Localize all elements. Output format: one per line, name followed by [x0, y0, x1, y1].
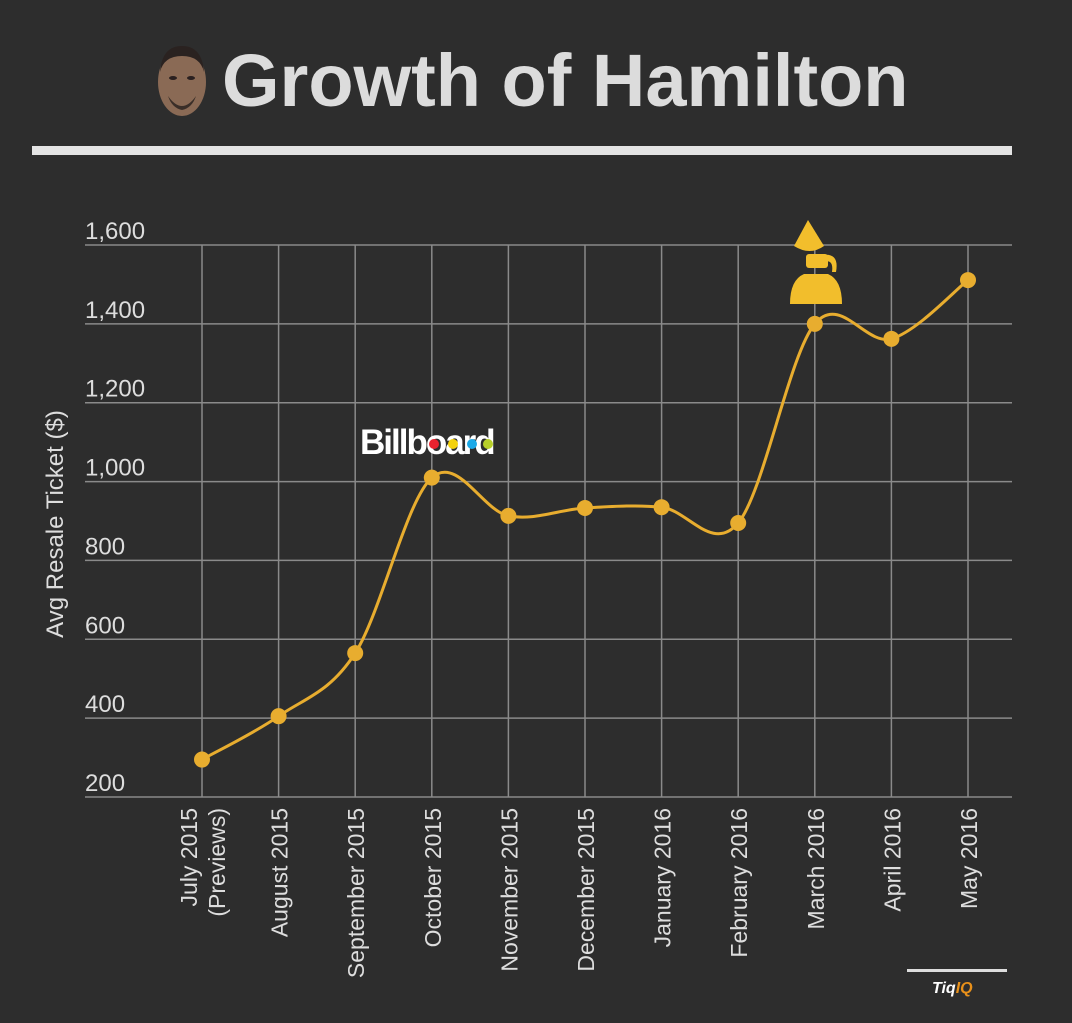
tiqiq-logo: TiqIQ: [932, 980, 973, 997]
y-tick-label: 1,400: [85, 297, 145, 324]
data-point: [347, 645, 364, 662]
data-point: [423, 469, 440, 486]
data-point: [577, 499, 593, 516]
page-title: Growth of Hamilton: [222, 39, 909, 122]
x-tick-label: August 2015: [267, 808, 293, 937]
x-tick-label: December 2015: [573, 808, 599, 972]
data-point: [653, 499, 670, 516]
data-point: [960, 272, 976, 289]
data-point: [883, 330, 900, 347]
y-axis-label: Avg Resale Ticket ($): [42, 410, 69, 638]
title-divider: [32, 146, 1012, 155]
x-tick-label: March 2016: [803, 808, 829, 929]
x-tick-label: (Previews): [204, 808, 230, 917]
y-tick-label: 800: [85, 533, 125, 560]
y-tick-label: 400: [85, 691, 125, 718]
x-tick-label: November 2015: [496, 808, 522, 972]
data-point: [194, 751, 210, 768]
billboard-logo: Billboard: [360, 423, 496, 462]
grammy-award-icon: [790, 220, 842, 304]
footer-divider: [907, 969, 1007, 972]
data-point: [270, 708, 287, 725]
y-tick-label: 1,200: [85, 376, 145, 403]
y-tick-label: 1,000: [85, 455, 145, 482]
x-tick-label: May 2016: [956, 808, 982, 909]
y-tick-label: 200: [85, 770, 125, 797]
data-point: [500, 507, 517, 524]
x-tick-label: October 2015: [420, 808, 446, 947]
x-tick-label: April 2016: [879, 808, 905, 912]
data-point: [806, 315, 823, 332]
x-tick-label: February 2016: [726, 808, 752, 958]
avatar: [156, 42, 208, 118]
x-tick-label: July 2015: [176, 808, 202, 906]
data-point: [730, 514, 747, 531]
y-tick-label: 1,600: [85, 218, 145, 245]
x-tick-label: September 2015: [343, 808, 369, 978]
y-tick-label: 600: [85, 612, 125, 639]
x-tick-label: January 2016: [650, 808, 676, 947]
